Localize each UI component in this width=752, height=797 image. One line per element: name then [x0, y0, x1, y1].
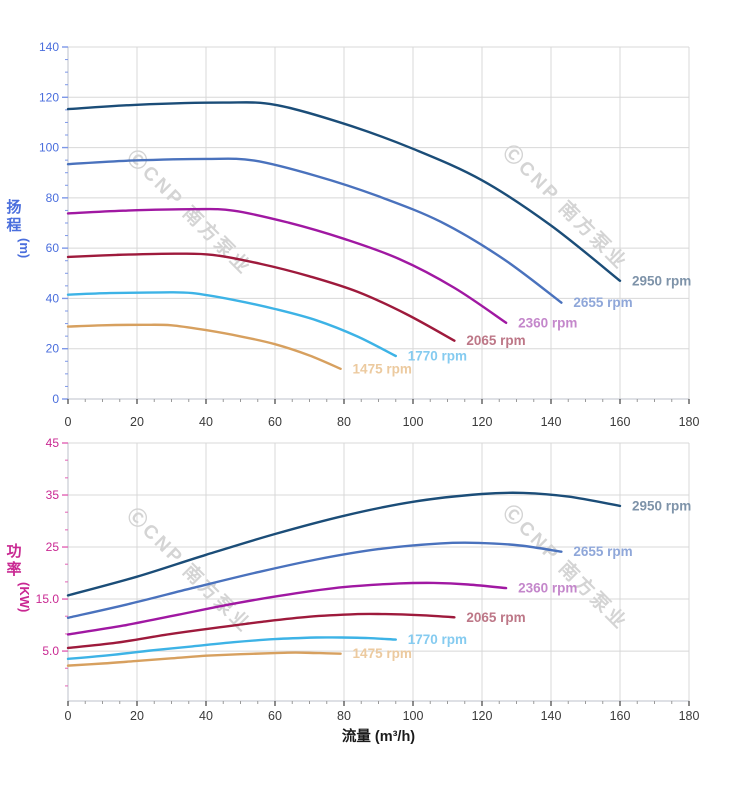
y-axis-unit: (m): [17, 238, 32, 258]
series-label-1475-rpm: 1475 rpm: [353, 646, 412, 661]
x-axis: 0 20 40 60 80 100 120 140 160 180: [65, 701, 700, 723]
series-label-2360-rpm: 2360 rpm: [518, 581, 577, 596]
x-tick-label: 100: [403, 415, 424, 429]
y-axis-unit: (KW): [17, 582, 32, 612]
y-tick-label: 35: [46, 488, 60, 502]
y-axis-title: 扬程 (m): [6, 198, 32, 258]
series-label-2655-rpm: 2655 rpm: [573, 544, 632, 559]
series-label-1475-rpm: 1475 rpm: [353, 361, 412, 376]
y-tick-label: 120: [39, 90, 59, 104]
x-tick-label: 140: [541, 415, 562, 429]
x-tick-label: 0: [65, 709, 72, 723]
y-tick-label: 0: [52, 392, 59, 406]
x-tick-label: 180: [679, 709, 700, 723]
series-curve-2360-rpm: [66, 207, 508, 324]
cnp-watermark: ⒸCNP 南方泵业: [498, 140, 632, 274]
x-tick-label: 60: [268, 709, 282, 723]
x-tick-label: 20: [130, 709, 144, 723]
y-axis: 140 120 100 80 60 40 20 0: [39, 40, 68, 406]
series-label-2950-rpm: 2950 rpm: [632, 273, 691, 288]
series-curve-2655-rpm: [66, 157, 563, 304]
y-axis-title-char: 程: [6, 217, 21, 234]
x-tick-label: 80: [337, 709, 351, 723]
series-curve-2065-rpm: [66, 252, 456, 342]
series-curve-2950-rpm: [66, 101, 622, 282]
y-tick-label: 100: [39, 141, 59, 155]
y-tick-label: 20: [46, 342, 60, 356]
series-label-2065-rpm: 2065 rpm: [466, 333, 525, 348]
y-tick-label: 45: [46, 436, 60, 450]
x-tick-label: 140: [541, 709, 562, 723]
x-axis: 0 20 40 60 80 100 120 140 160 180: [65, 399, 700, 429]
x-tick-label: 100: [403, 709, 424, 723]
y-tick-label: 140: [39, 40, 59, 54]
x-tick-label: 180: [679, 415, 700, 429]
y-tick-label: 25: [46, 540, 60, 554]
x-axis-title: 流量 (m³/h): [342, 727, 415, 745]
series-curve-2655-rpm: [66, 541, 563, 619]
x-tick-label: 0: [65, 415, 72, 429]
series-label-2360-rpm: 2360 rpm: [518, 315, 577, 330]
y-tick-label: 80: [46, 191, 60, 205]
x-tick-label: 120: [472, 415, 493, 429]
series-label-1770-rpm: 1770 rpm: [408, 632, 467, 647]
x-tick-label: 20: [130, 415, 144, 429]
series-curve-1475-rpm: [66, 651, 342, 667]
x-tick-label: 120: [472, 709, 493, 723]
series-label-2950-rpm: 2950 rpm: [632, 498, 691, 513]
y-tick-label: 5.0: [42, 644, 59, 658]
x-tick-label: 40: [199, 709, 213, 723]
cnp-watermark: ⒸCNP 南方泵业: [122, 503, 256, 637]
y-axis-title-char: 功: [6, 543, 21, 560]
x-tick-label: 40: [199, 415, 213, 429]
x-tick-label: 160: [610, 415, 631, 429]
x-tick-label: 160: [610, 709, 631, 723]
series-curve-2065-rpm: [66, 612, 456, 650]
y-axis-title-char: 率: [6, 560, 21, 578]
x-tick-label: 80: [337, 415, 351, 429]
series-label-2065-rpm: 2065 rpm: [466, 610, 525, 625]
series-curve-1475-rpm: [66, 323, 342, 370]
y-tick-label: 60: [46, 241, 60, 255]
y-axis-title: 功率 (KW): [6, 543, 32, 612]
y-tick-label: 40: [46, 291, 60, 305]
series-curve-2950-rpm: [66, 491, 622, 597]
series-curve-1770-rpm: [66, 291, 397, 358]
x-tick-label: 60: [268, 415, 282, 429]
series-label-2655-rpm: 2655 rpm: [573, 295, 632, 310]
series-curve-1770-rpm: [66, 636, 397, 661]
y-tick-label: 15.0: [36, 592, 60, 606]
series-curve-2360-rpm: [66, 581, 508, 636]
series-label-1770-rpm: 1770 rpm: [408, 349, 467, 364]
y-axis: 45 35 25 15.0 5.0: [36, 436, 68, 687]
y-axis-title-char: 扬: [6, 198, 21, 216]
grid: [67, 442, 690, 701]
